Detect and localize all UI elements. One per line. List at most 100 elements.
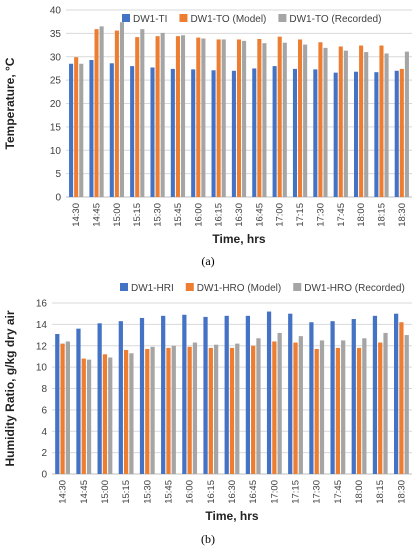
bar (211, 70, 216, 197)
bar (318, 42, 323, 197)
bar (394, 313, 399, 474)
bar (108, 357, 113, 474)
bar (65, 341, 70, 474)
x-tick-label: 17:15 (291, 480, 302, 504)
bar (76, 328, 81, 474)
x-tick-label: 16:45 (248, 480, 259, 504)
x-tick-label: 14:45 (79, 480, 90, 504)
bar (242, 40, 247, 198)
bar (256, 338, 261, 474)
x-tick-label: 15:00 (112, 203, 123, 227)
bar (196, 37, 201, 197)
bar (236, 39, 242, 197)
bar (333, 72, 338, 197)
bar (309, 322, 314, 474)
bar (384, 53, 389, 197)
bar (379, 45, 384, 197)
bar (362, 338, 367, 474)
y-tick-label: 35 (50, 29, 62, 40)
bar (140, 29, 145, 198)
x-tick-label: 16:30 (234, 203, 245, 227)
bar (150, 346, 155, 474)
bar (313, 69, 318, 197)
bar (262, 43, 267, 197)
bar (314, 348, 319, 474)
y-tick-label: 20 (50, 99, 62, 110)
x-tick-label: 16:00 (193, 203, 204, 227)
bar (135, 37, 140, 197)
bar (319, 340, 325, 474)
bar (351, 319, 356, 474)
bar (214, 344, 219, 474)
bar (182, 314, 187, 474)
bar (394, 70, 399, 197)
bar (266, 311, 272, 474)
x-tick-label: 17:15 (295, 203, 306, 227)
y-tick-label: 14 (36, 320, 48, 331)
bar (139, 317, 145, 474)
bar (364, 52, 369, 198)
legend-label: DW1-TI (133, 14, 167, 25)
bar (292, 68, 298, 197)
x-tick-label: 18:00 (356, 203, 367, 227)
bar (109, 63, 114, 197)
bar (150, 67, 155, 197)
bar (282, 42, 287, 197)
panel-label-a: (a) (201, 254, 215, 268)
bar (180, 35, 186, 198)
bar (203, 316, 208, 474)
x-tick-label: 14:30 (71, 203, 82, 227)
x-tick-label: 16:15 (214, 203, 225, 227)
x-tick-label: 18:30 (396, 480, 407, 504)
bar (160, 32, 165, 197)
y-axis-title: Temperature, °C (3, 57, 17, 149)
x-tick-label: 15:30 (142, 480, 153, 504)
bar (404, 51, 409, 197)
legend-swatch (179, 14, 188, 22)
legend-label: DW1-TO (Recorded) (289, 14, 381, 25)
y-tick-label: 40 (50, 6, 62, 17)
x-tick-label: 16:00 (185, 480, 196, 504)
x-tick-label: 15:45 (173, 203, 184, 227)
bar (166, 347, 171, 474)
x-axis-title: Time, hrs (205, 509, 258, 523)
bar (86, 359, 92, 474)
bar (97, 323, 102, 474)
x-tick-label: 18:15 (375, 480, 386, 504)
legend-swatch (278, 14, 287, 22)
x-tick-label: 17:00 (269, 480, 280, 504)
y-tick-label: 16 (36, 299, 48, 310)
y-tick-label: 30 (50, 52, 62, 63)
x-tick-label: 15:45 (163, 480, 174, 504)
x-tick-label: 15:30 (153, 203, 164, 227)
bar (170, 68, 175, 197)
legend-swatch (122, 14, 130, 22)
bar (60, 343, 65, 474)
bar (118, 321, 123, 474)
bar (277, 36, 282, 198)
y-tick-label: 12 (36, 341, 48, 352)
x-tick-label: 18:00 (354, 480, 365, 504)
bar (303, 44, 308, 197)
bar (335, 347, 340, 474)
bar (399, 68, 404, 197)
legend-label: DW1-HRO (Model) (197, 283, 281, 294)
bar (399, 322, 404, 474)
y-tick-label: 5 (55, 169, 61, 180)
x-tick-label: 17:30 (315, 203, 326, 227)
humidity-chart: 0 2 4 6 8 10 12 14 16 14:30 14:45 15:00 15:15 15:30 15… (3, 283, 412, 523)
bar (155, 36, 160, 198)
bar (124, 350, 129, 474)
bar (323, 47, 328, 198)
legend-label: DW1-TO (Model) (190, 14, 266, 25)
x-tick-label: 16:15 (206, 480, 217, 504)
bar (245, 315, 250, 474)
bar (89, 60, 94, 198)
y-tick-label: 8 (41, 384, 47, 395)
y-tick-label: 10 (36, 363, 48, 374)
bar (192, 342, 198, 474)
y-tick-label: 2 (41, 448, 47, 459)
x-tick-label: 15:15 (132, 203, 143, 227)
bar (252, 68, 257, 197)
bar (216, 39, 221, 197)
